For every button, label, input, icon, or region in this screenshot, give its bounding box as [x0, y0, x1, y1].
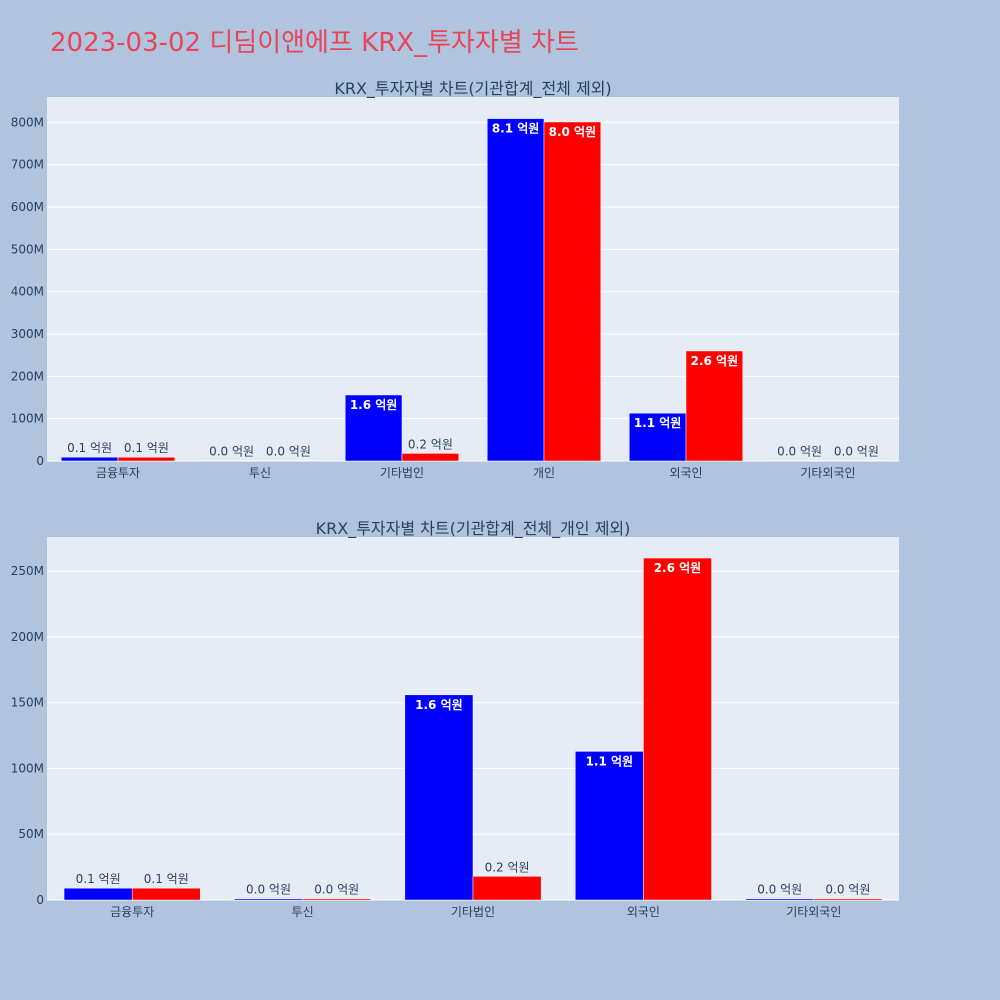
bar-value-label: 0.0 억원	[266, 445, 311, 459]
bar	[401, 453, 460, 462]
chart-top: KRX_투자자별 차트(기관합계_전체 제외) 0 100M 200M 300M 400M…	[11, 79, 899, 480]
bar	[745, 898, 815, 901]
chart-title: KRX_투자자별 차트(기관합계_전체 제외)	[334, 79, 611, 99]
bar-value-label: 1.1 억원	[586, 754, 634, 768]
bar	[63, 887, 133, 901]
bar-value-label: 0.0 억원	[757, 883, 802, 897]
bar-value-label: 0.0 억원	[246, 883, 291, 897]
bar	[472, 876, 542, 901]
y-tick-label: 200M	[11, 369, 44, 383]
bar-value-label: 2.6 억원	[654, 561, 702, 575]
bar	[302, 898, 372, 901]
bar-value-label: 0.1 억원	[67, 441, 112, 455]
bar-value-label: 1.6 억원	[415, 698, 463, 712]
bar	[131, 887, 201, 901]
bar	[543, 121, 602, 462]
bar-value-label: 0.0 억원	[834, 445, 879, 459]
y-tick-label: 100M	[11, 412, 44, 426]
x-tick-label: 외국인	[627, 905, 660, 919]
bar	[685, 350, 744, 462]
page-title: 2023-03-02 디딤이앤에프 KRX_투자자별 차트	[50, 28, 579, 58]
bar-value-label: 8.0 억원	[549, 125, 597, 139]
y-tick-label: 300M	[11, 327, 44, 341]
bar-value-label: 2.6 억원	[691, 354, 739, 368]
y-tick-label: 50M	[18, 827, 44, 841]
y-tick-label: 200M	[11, 630, 44, 644]
y-tick-label: 500M	[11, 242, 44, 256]
y-tick-label: 400M	[11, 285, 44, 299]
bar-value-label: 0.1 억원	[76, 872, 121, 886]
y-tick-label: 0	[36, 454, 44, 468]
bar-value-label: 0.1 억원	[144, 872, 189, 886]
bar-value-label: 0.0 억원	[825, 883, 870, 897]
bar-value-label: 0.0 억원	[209, 445, 254, 459]
x-tick-label: 기타법인	[451, 905, 495, 919]
y-tick-label: 150M	[11, 696, 44, 710]
bar	[117, 456, 176, 462]
y-tick-label: 600M	[11, 200, 44, 214]
plot-area	[47, 97, 899, 461]
bar	[344, 394, 403, 462]
bar-value-label: 1.6 억원	[350, 398, 398, 412]
x-tick-label: 투신	[249, 466, 271, 480]
bar-value-label: 0.2 억원	[408, 437, 453, 451]
bar	[813, 898, 883, 901]
y-tick-label: 250M	[11, 564, 44, 578]
x-tick-label: 금융투자	[110, 905, 154, 919]
y-tick-label: 0	[36, 893, 44, 907]
x-tick-label: 외국인	[669, 466, 702, 480]
bar	[234, 898, 303, 901]
x-tick-label: 기타외국인	[800, 466, 855, 480]
x-tick-label: 기타외국인	[786, 905, 841, 919]
bar-value-label: 0.0 억원	[314, 883, 359, 897]
bar-value-label: 1.1 억원	[634, 416, 682, 430]
bar	[486, 118, 545, 462]
bar-value-label: 0.1 억원	[124, 441, 169, 455]
bar-value-label: 0.0 억원	[777, 445, 822, 459]
y-tick-label: 100M	[11, 761, 44, 775]
bar-value-label: 8.1 억원	[492, 122, 540, 136]
x-tick-label: 개인	[533, 466, 555, 480]
x-tick-label: 투신	[292, 905, 314, 919]
bar	[643, 557, 712, 901]
bar	[404, 694, 474, 901]
bar-value-label: 0.2 억원	[485, 860, 530, 874]
x-tick-label: 기타법인	[380, 466, 424, 480]
y-tick-label: 700M	[11, 158, 44, 172]
y-tick-label: 800M	[11, 115, 44, 129]
bar	[574, 751, 644, 901]
chart-title: KRX_투자자별 차트(기관합계_전체_개인 제외)	[316, 519, 631, 539]
x-tick-label: 금융투자	[96, 466, 140, 480]
